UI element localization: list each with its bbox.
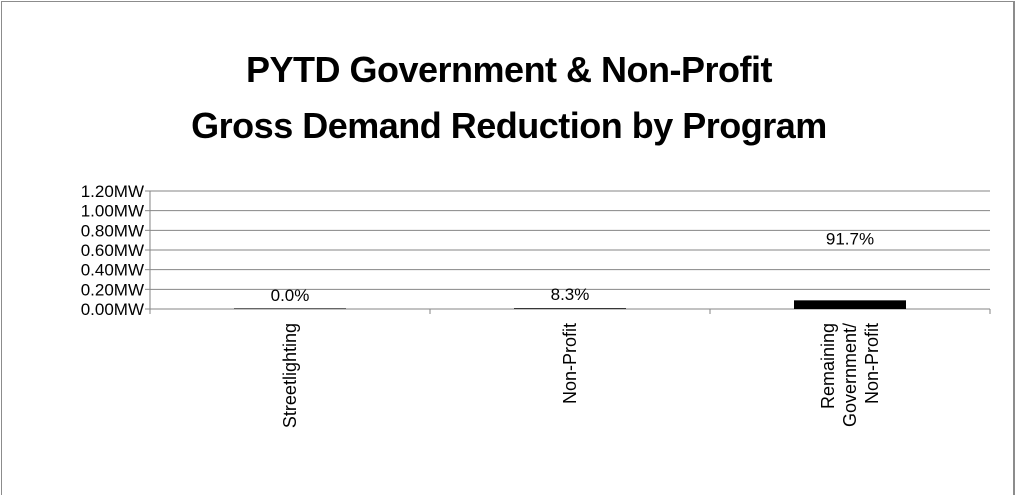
- y-tick-label: 0.80MW: [81, 221, 144, 240]
- chart-title: PYTD Government & Non-Profit Gross Deman…: [0, 42, 1018, 154]
- data-label: 8.3%: [551, 285, 590, 304]
- x-category-label: Non-Profit: [560, 323, 580, 404]
- y-tick-label: 0.20MW: [81, 280, 144, 299]
- y-tick-label: 0.40MW: [81, 261, 144, 280]
- bar: [514, 308, 626, 309]
- x-category-label-line: Non-Profit: [862, 323, 882, 404]
- x-category-label-line: Non-Profit: [560, 323, 580, 404]
- y-tick-label: 0.60MW: [81, 241, 144, 260]
- y-tick-label: 1.00MW: [81, 202, 144, 221]
- y-tick-label: 0.00MW: [81, 300, 144, 319]
- x-category-label-line: Government/: [840, 323, 860, 427]
- bar: [234, 308, 346, 309]
- y-tick-label: 1.20MW: [81, 182, 144, 201]
- x-category-label-line: Streetlighting: [280, 323, 300, 428]
- x-category-label: Remaining Government/Non-Profit: [818, 323, 882, 427]
- data-label: 0.0%: [271, 286, 310, 305]
- x-category-label-line: Remaining: [818, 323, 838, 409]
- chart-title-line-2: Gross Demand Reduction by Program: [191, 105, 827, 146]
- bar: [794, 300, 906, 309]
- x-category-label: Streetlighting: [280, 323, 300, 428]
- chart-title-line-1: PYTD Government & Non-Profit: [245, 49, 773, 90]
- data-label: 91.7%: [826, 229, 874, 248]
